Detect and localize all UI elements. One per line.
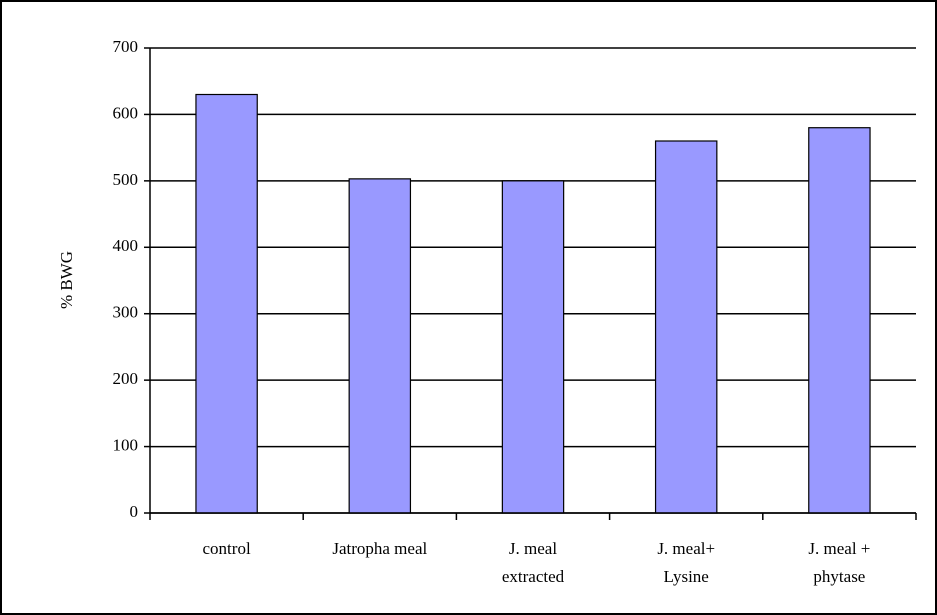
bar: [501, 180, 565, 514]
y-tick-label: 500: [113, 170, 139, 189]
bar: [195, 93, 258, 514]
bar: [654, 140, 718, 514]
x-tick-label: J. meal+ Lysine: [657, 539, 716, 586]
x-tick-label: Jatropha meal: [332, 539, 428, 558]
bar: [348, 178, 412, 514]
y-tick-label: 700: [113, 37, 139, 56]
y-tick-label: 200: [113, 369, 139, 388]
x-tick-label: control: [202, 539, 251, 558]
x-tick-label: J. meal + phytase: [808, 539, 871, 586]
y-tick-label: 100: [113, 435, 139, 454]
y-tick-label: 600: [113, 103, 139, 122]
y-tick-label: 400: [113, 236, 139, 255]
y-tick-label: 300: [113, 303, 139, 322]
y-tick-label: 0: [130, 502, 139, 521]
x-tick-label: J. meal extracted: [501, 539, 565, 586]
bar: [808, 127, 871, 514]
y-axis-label: % BWG: [57, 251, 76, 309]
